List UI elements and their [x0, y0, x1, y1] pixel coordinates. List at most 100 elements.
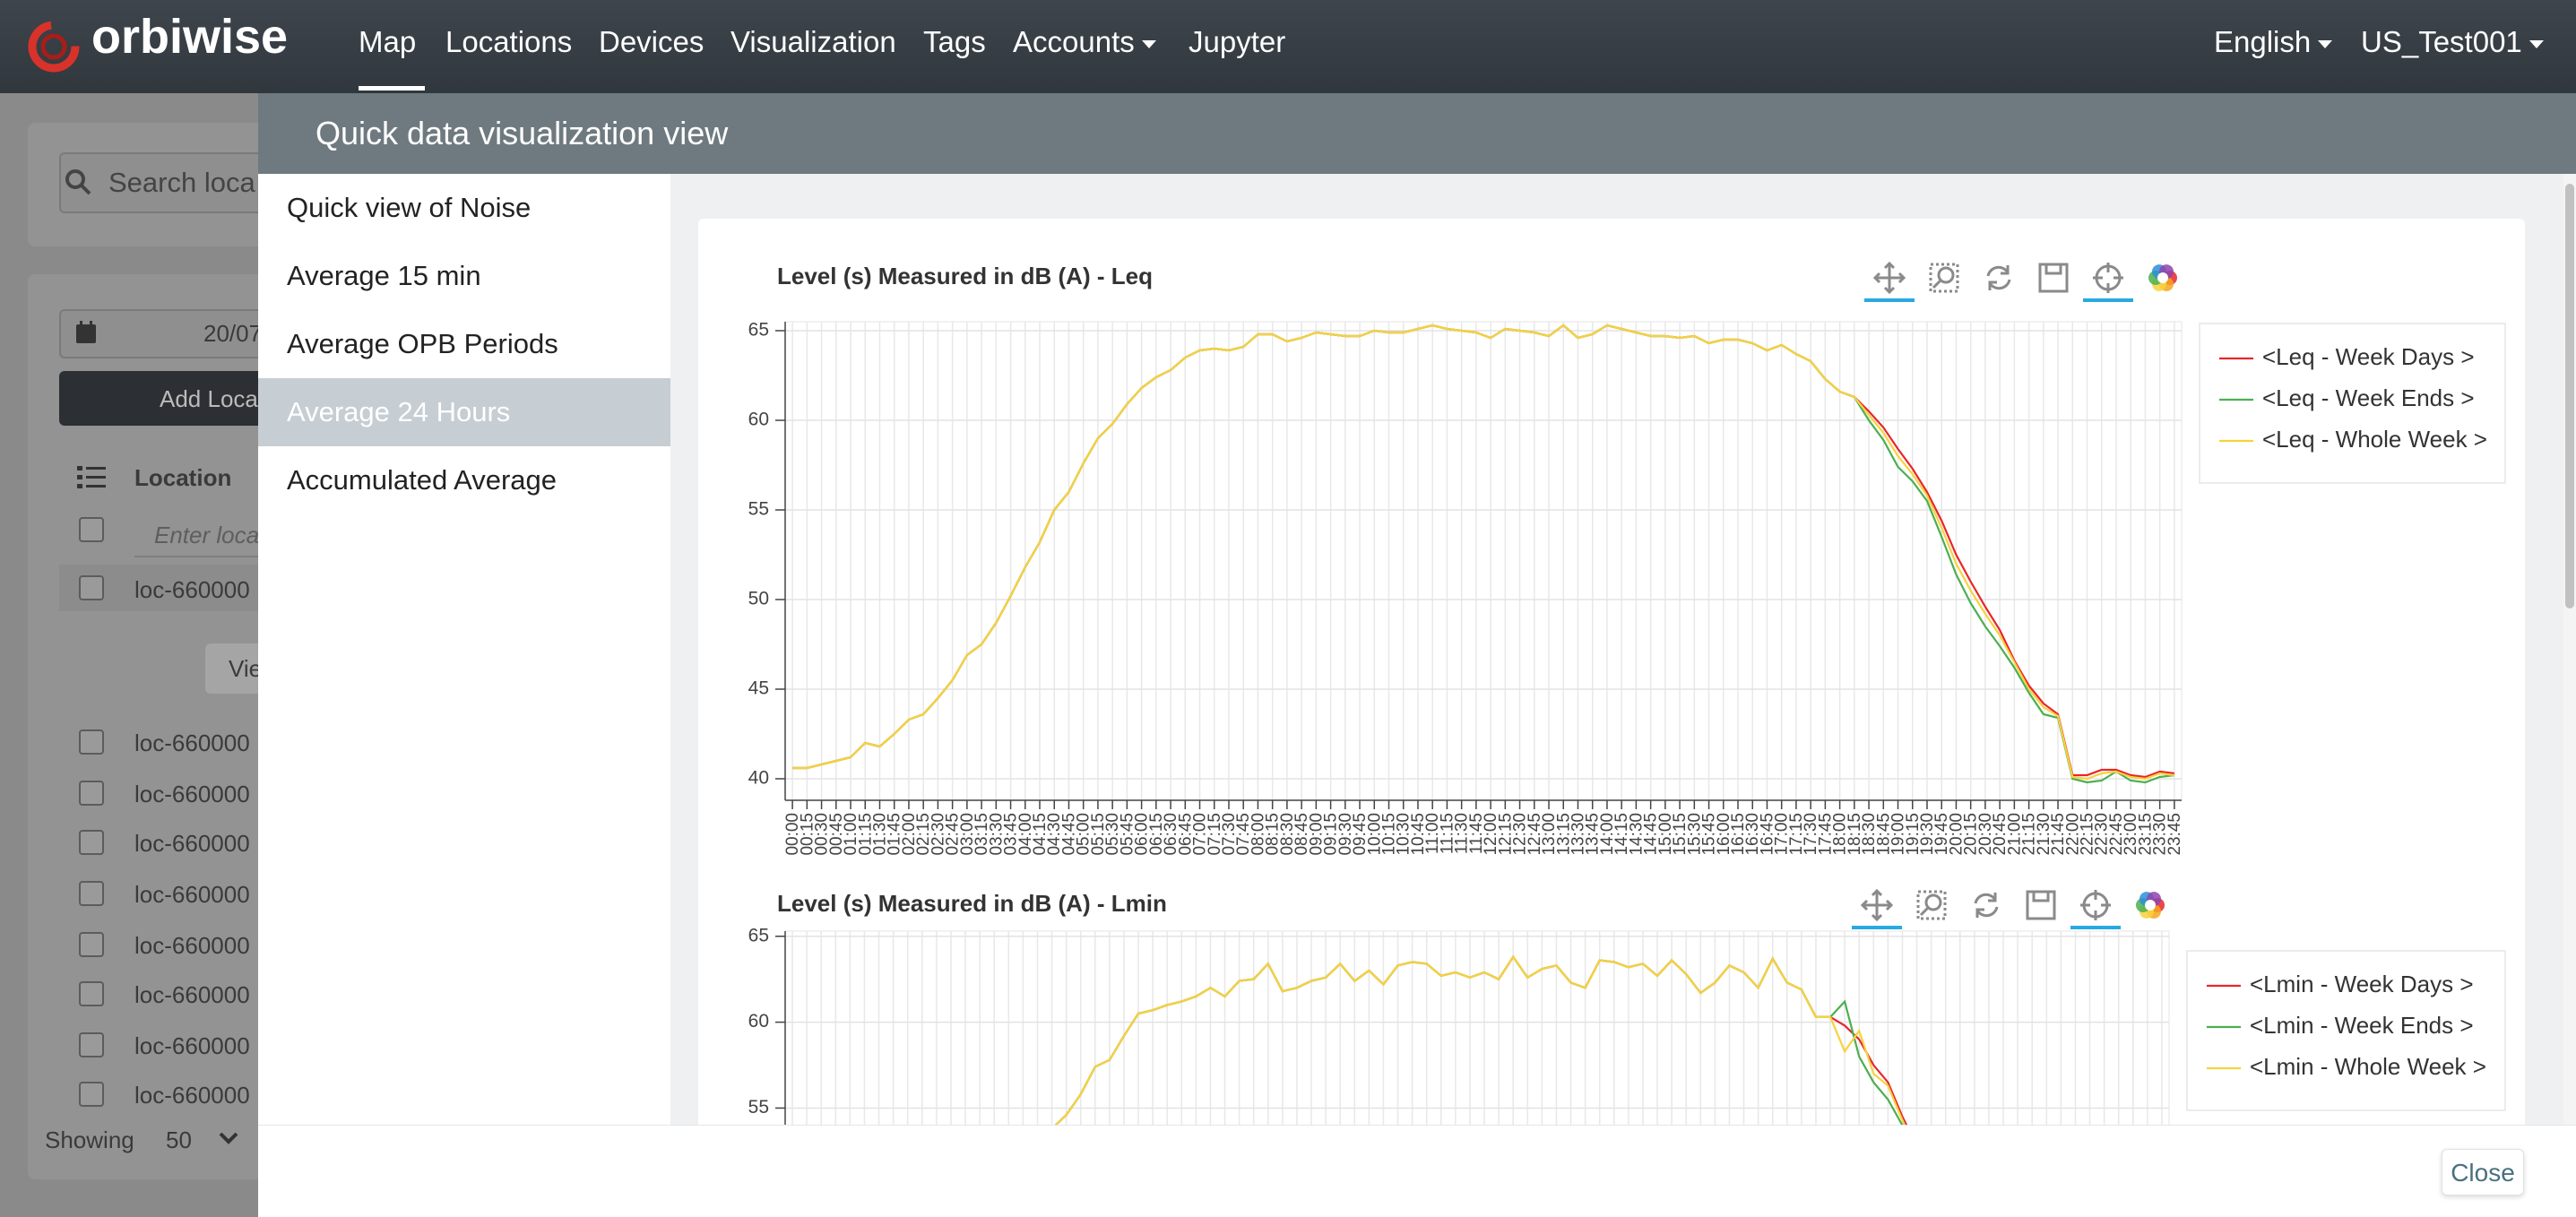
- x-tick-label: 09:00: [1307, 813, 1326, 856]
- x-tick-label: 10:45: [1409, 813, 1428, 856]
- box-zoom-tool[interactable]: [1916, 890, 1947, 920]
- row-checkbox[interactable]: [79, 1082, 104, 1107]
- row-checkbox[interactable]: [79, 781, 104, 806]
- row-checkbox[interactable]: [79, 981, 104, 1006]
- x-tick-label: 04:00: [1016, 813, 1035, 856]
- x-tick-label: 03:15: [972, 813, 991, 856]
- x-tick-label: 04:15: [1031, 813, 1050, 856]
- crosshair-tool[interactable]: [2080, 890, 2111, 920]
- x-tick-label: 01:15: [856, 813, 875, 856]
- nav-item[interactable]: Locations: [445, 25, 573, 58]
- scrollbar[interactable]: [2563, 174, 2576, 1125]
- icon-shape: [2032, 890, 2050, 902]
- x-tick-label: 03:30: [987, 813, 1006, 856]
- filter-placeholder: Enter loca: [154, 522, 260, 548]
- x-tick-label: 09:45: [1351, 813, 1370, 856]
- logo-icon: [28, 21, 80, 73]
- crosshair-tool[interactable]: [2093, 263, 2123, 293]
- x-tick-label: 04:30: [1045, 813, 1064, 856]
- row-label: loc-660000: [134, 981, 250, 1008]
- x-tick-label: 14:00: [1598, 813, 1617, 856]
- x-tick-label: 18:15: [1846, 813, 1864, 856]
- close-button[interactable]: Close: [2442, 1149, 2524, 1195]
- y-tick-label: 40: [748, 768, 769, 789]
- menu-item[interactable]: Quick view of Noise: [287, 192, 532, 223]
- x-tick-label: 08:45: [1292, 813, 1311, 856]
- x-tick-label: 21:15: [2020, 813, 2039, 856]
- y-tick-label: 65: [748, 925, 769, 945]
- nav-item[interactable]: Tags: [923, 25, 986, 58]
- x-tick-label: 11:30: [1453, 813, 1472, 854]
- x-tick-label: 07:30: [1220, 813, 1239, 856]
- row-checkbox[interactable]: [79, 830, 104, 855]
- row-checkbox[interactable]: [79, 729, 104, 755]
- page-size[interactable]: 50: [166, 1126, 192, 1153]
- view-button-label: Vie: [229, 655, 263, 682]
- reset-tool[interactable]: [1986, 265, 2011, 290]
- nav-item[interactable]: Visualization: [730, 25, 896, 58]
- date-value: 20/07: [203, 320, 263, 347]
- x-tick-label: 22:30: [2093, 813, 2112, 856]
- x-tick-label: 13:45: [1584, 813, 1603, 856]
- icon-shape: [1937, 266, 1955, 284]
- nav-item[interactable]: Accounts: [1013, 25, 1156, 59]
- y-tick-label: 65: [748, 320, 769, 341]
- save-tool[interactable]: [2038, 263, 2069, 293]
- icon-shape: [1932, 279, 1942, 289]
- x-tick-label: 16:00: [1715, 813, 1733, 856]
- select-all-checkbox[interactable]: [79, 517, 104, 542]
- menu-item[interactable]: Average 15 min: [287, 260, 481, 291]
- x-tick-label: 09:15: [1322, 813, 1341, 856]
- x-tick-label: 16:30: [1743, 813, 1762, 856]
- row-checkbox[interactable]: [79, 575, 104, 600]
- pan-tool[interactable]: [1872, 261, 1906, 295]
- brand[interactable]: orbiwise: [91, 10, 289, 64]
- language-menu[interactable]: English: [2214, 25, 2332, 59]
- user-menu[interactable]: US_Test001: [2361, 25, 2544, 59]
- x-tick-label: 10:15: [1380, 813, 1399, 856]
- x-tick-label: 16:15: [1729, 813, 1748, 856]
- nav-item[interactable]: Map: [359, 25, 417, 58]
- x-tick-label: 20:00: [1947, 813, 1966, 856]
- x-tick-label: 06:00: [1133, 813, 1152, 856]
- icon-shape: [1986, 265, 2011, 290]
- plot-area: [784, 930, 2170, 1125]
- menu-item[interactable]: Average OPB Periods: [287, 328, 558, 359]
- x-tick-label: 00:15: [798, 813, 817, 856]
- save-tool[interactable]: [2026, 890, 2056, 920]
- icon-shape: [1924, 893, 1942, 911]
- bokeh-logo[interactable]: [2148, 264, 2177, 291]
- box-zoom-tool[interactable]: [1929, 263, 1959, 293]
- series-line: [1054, 954, 1906, 1125]
- nav-item[interactable]: Jupyter: [1189, 25, 1286, 58]
- row-checkbox[interactable]: [79, 881, 104, 906]
- column-header[interactable]: Location: [134, 464, 232, 491]
- navbar: orbiwise Map Locations Devices Visualizatio…: [0, 0, 2576, 93]
- row-label: loc-660000: [134, 881, 250, 908]
- pan-tool[interactable]: [1860, 888, 1894, 922]
- chart-panel: Level (s) Measured in dB (A) - Leq 00:00 0…: [670, 174, 2563, 1125]
- reset-tool[interactable]: [1974, 893, 1999, 918]
- x-tick-label: 20:45: [1991, 813, 2010, 856]
- x-tick-label: 19:00: [1889, 813, 1908, 856]
- scroll-thumb[interactable]: [2565, 184, 2574, 608]
- menu-item[interactable]: Average 24 Hours: [258, 378, 670, 446]
- legend: [2186, 950, 2506, 1111]
- x-tick-label: 14:45: [1642, 813, 1661, 856]
- bokeh-logo[interactable]: [2136, 892, 2165, 919]
- nav-item[interactable]: Devices: [599, 25, 705, 58]
- x-tick-label: 18:45: [1874, 813, 1893, 856]
- filter-input[interactable]: [134, 514, 314, 557]
- menu-item[interactable]: Accumulated Average: [287, 464, 558, 496]
- list-icon: [77, 466, 106, 488]
- row-checkbox[interactable]: [79, 1032, 104, 1057]
- add-location-label: Add Loca: [160, 385, 258, 412]
- x-tick-label: 17:15: [1787, 813, 1806, 856]
- row-label: loc-660000: [134, 932, 250, 959]
- showing-label: Showing: [45, 1126, 134, 1153]
- x-tick-label: 13:15: [1554, 813, 1573, 856]
- x-tick-label: 05:30: [1103, 813, 1122, 856]
- row-checkbox[interactable]: [79, 932, 104, 957]
- x-tick-label: 22:15: [2079, 813, 2097, 856]
